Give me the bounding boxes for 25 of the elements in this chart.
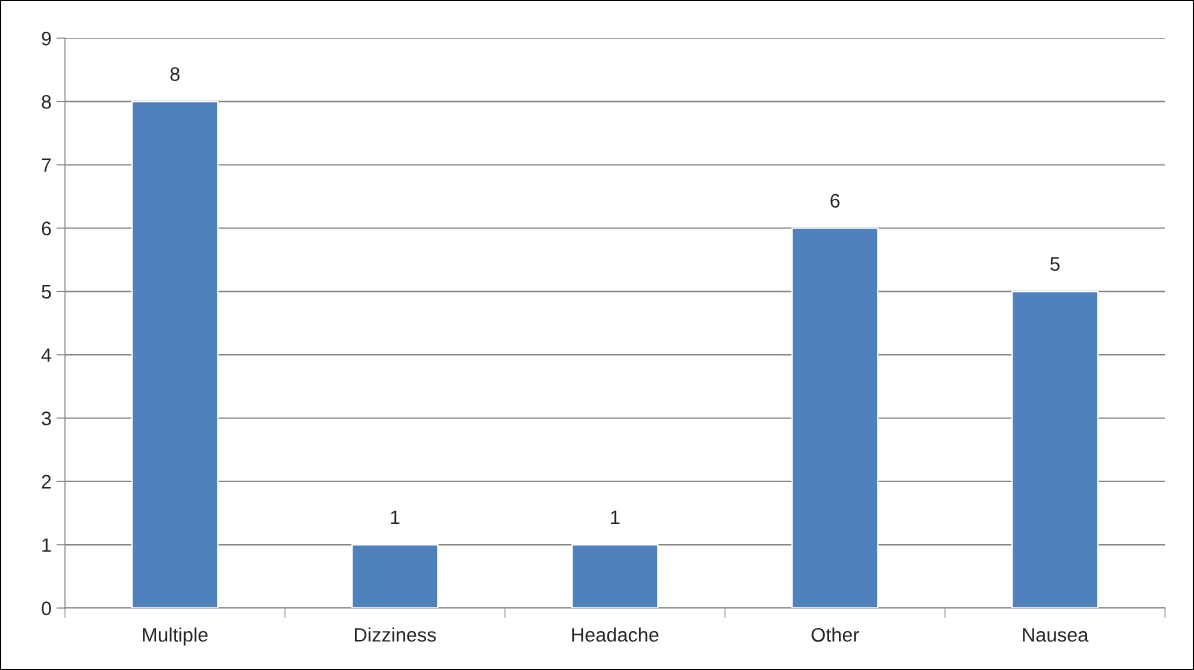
data-label: 5 [1050,257,1060,271]
x-tick-label: Nausea [1023,628,1089,642]
y-tick-label: 0 [41,601,51,616]
y-tick-label: 9 [41,31,51,46]
x-tick-label: Other [811,627,859,642]
y-tick-label: 3 [41,411,51,426]
y-tick-label: 5 [41,285,51,299]
x-tick-label: Multiple [143,627,208,646]
y-tick-label: 2 [41,474,51,489]
data-label: 1 [611,510,620,525]
bar [571,544,659,609]
bar [1011,290,1099,609]
data-label: 6 [830,193,840,208]
x-tick-label: Headache [572,627,659,642]
bar [131,100,219,609]
y-tick-label: 8 [41,94,51,109]
bar [791,227,879,609]
y-tick-label: 6 [41,221,51,236]
y-tick-label: 1 [42,538,51,552]
bar [351,544,439,609]
y-tick-label: 4 [41,348,52,362]
y-tick-label: 7 [41,158,51,172]
x-tick-label: Dizziness [354,627,436,642]
data-label: 8 [170,67,180,81]
data-label: 1 [391,510,400,525]
